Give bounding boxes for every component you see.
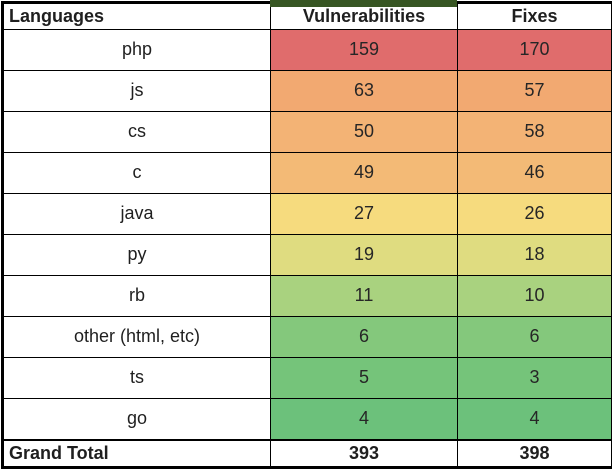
grand-total-label: Grand Total bbox=[2, 439, 271, 468]
language-cell: ts bbox=[2, 356, 271, 399]
language-cell: py bbox=[2, 233, 271, 276]
fixes-cell: 10 bbox=[457, 274, 612, 317]
language-cell: php bbox=[2, 29, 271, 71]
vulnerabilities-cell: 27 bbox=[270, 192, 458, 235]
table-row-ts: ts 5 3 bbox=[2, 356, 612, 399]
vulnerabilities-cell: 159 bbox=[270, 29, 458, 71]
vulnerabilities-cell: 63 bbox=[270, 69, 458, 112]
vulnerabilities-cell: 5 bbox=[270, 356, 458, 399]
table-row-js: js 63 57 bbox=[2, 69, 612, 112]
language-cell: other (html, etc) bbox=[2, 315, 271, 358]
header-fixes: Fixes bbox=[457, 2, 612, 30]
language-cell: c bbox=[2, 151, 271, 194]
fixes-cell: 26 bbox=[457, 192, 612, 235]
language-cell: java bbox=[2, 192, 271, 235]
vulnerabilities-cell: 11 bbox=[270, 274, 458, 317]
dark-green-fill-strip bbox=[270, 0, 457, 7]
header-languages: Languages bbox=[2, 2, 271, 30]
fixes-cell: 4 bbox=[457, 397, 612, 441]
grand-total-row: Grand Total 393 398 bbox=[2, 439, 612, 468]
fixes-cell: 18 bbox=[457, 233, 612, 276]
grand-total-vulnerabilities: 393 bbox=[270, 439, 458, 468]
table-row-rb: rb 11 10 bbox=[2, 274, 612, 317]
table-row-other: other (html, etc) 6 6 bbox=[2, 315, 612, 358]
grand-total-fixes: 398 bbox=[457, 439, 612, 468]
language-cell: cs bbox=[2, 110, 271, 153]
fixes-cell: 170 bbox=[457, 29, 612, 71]
fixes-cell: 58 bbox=[457, 110, 612, 153]
language-cell: rb bbox=[2, 274, 271, 317]
vulnerabilities-cell: 49 bbox=[270, 151, 458, 194]
table-row-php: php 159 170 bbox=[2, 29, 612, 71]
fixes-cell: 57 bbox=[457, 69, 612, 112]
vulnerabilities-cell: 50 bbox=[270, 110, 458, 153]
language-cell: js bbox=[2, 69, 271, 112]
fixes-cell: 6 bbox=[457, 315, 612, 358]
table-row-go: go 4 4 bbox=[2, 397, 612, 441]
vulnerabilities-cell: 19 bbox=[270, 233, 458, 276]
fixes-cell: 46 bbox=[457, 151, 612, 194]
table-row-c: c 49 46 bbox=[2, 151, 612, 194]
vulnerabilities-cell: 4 bbox=[270, 397, 458, 441]
table-row-py: py 19 18 bbox=[2, 233, 612, 276]
vulnerabilities-cell: 6 bbox=[270, 315, 458, 358]
fixes-cell: 3 bbox=[457, 356, 612, 399]
language-cell: go bbox=[2, 397, 271, 441]
table-row-java: java 27 26 bbox=[2, 192, 612, 235]
table-row-cs: cs 50 58 bbox=[2, 110, 612, 153]
